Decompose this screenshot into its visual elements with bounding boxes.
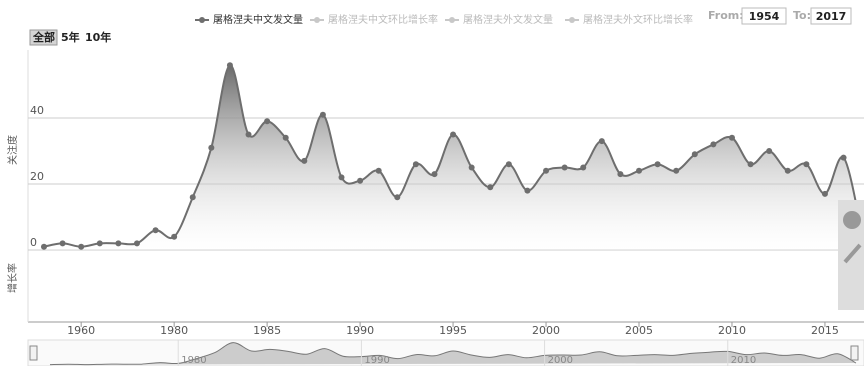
x-tick-label: 2005 bbox=[625, 324, 653, 337]
data-point bbox=[747, 161, 754, 168]
from-value[interactable]: 1954 bbox=[749, 10, 780, 23]
help-icon[interactable] bbox=[843, 211, 861, 229]
data-point bbox=[784, 167, 791, 174]
data-point bbox=[189, 194, 196, 201]
y-tick-label: 20 bbox=[30, 170, 44, 183]
x-tick-label: 1980 bbox=[160, 324, 188, 337]
navigator-handle[interactable] bbox=[850, 345, 859, 361]
data-point bbox=[840, 154, 847, 161]
data-point bbox=[598, 138, 605, 145]
data-point bbox=[264, 118, 271, 125]
area-fill bbox=[43, 65, 863, 250]
data-point bbox=[245, 131, 252, 138]
data-point bbox=[543, 167, 550, 174]
range-button[interactable]: 10年 bbox=[85, 30, 111, 44]
data-point bbox=[226, 62, 233, 69]
data-point bbox=[524, 187, 531, 194]
data-point bbox=[803, 161, 810, 168]
data-point bbox=[450, 131, 457, 138]
navigator-handle[interactable] bbox=[29, 345, 38, 361]
data-point bbox=[691, 151, 698, 158]
data-point bbox=[208, 144, 215, 151]
data-point bbox=[505, 161, 512, 168]
legend-label[interactable]: 屠格涅夫外文发文量 bbox=[463, 13, 553, 26]
data-point bbox=[636, 167, 643, 174]
navigator-tick-label: 1990 bbox=[364, 355, 389, 366]
data-point bbox=[59, 240, 66, 247]
x-tick-label: 1995 bbox=[439, 324, 467, 337]
data-point bbox=[115, 240, 122, 247]
data-point bbox=[561, 164, 568, 171]
x-tick-label: 1960 bbox=[67, 324, 95, 337]
to-input[interactable] bbox=[810, 7, 852, 25]
data-point bbox=[580, 164, 587, 171]
from-input[interactable] bbox=[741, 7, 787, 25]
data-point bbox=[487, 184, 494, 191]
navigator-tick-label: 1980 bbox=[181, 355, 206, 366]
data-point bbox=[617, 171, 624, 178]
data-point bbox=[282, 134, 289, 141]
x-tick-label: 1990 bbox=[346, 324, 374, 337]
legend-symbol bbox=[314, 17, 320, 23]
x-tick-label: 1985 bbox=[253, 324, 281, 337]
x-tick-label: 2010 bbox=[718, 324, 746, 337]
from-label: From: bbox=[708, 9, 744, 22]
to-value[interactable]: 2017 bbox=[816, 10, 847, 23]
data-point bbox=[338, 174, 345, 181]
range-button[interactable]: 全部 bbox=[32, 30, 55, 44]
data-point bbox=[319, 111, 326, 118]
data-point bbox=[821, 190, 828, 197]
x-tick-label: 2000 bbox=[532, 324, 560, 337]
to-label: To: bbox=[793, 9, 811, 22]
y-axis-title: 关注度 bbox=[6, 135, 19, 165]
data-point bbox=[78, 243, 85, 250]
legend-label[interactable]: 屠格涅夫中文环比增长率 bbox=[328, 13, 438, 26]
y-tick-label: 0 bbox=[30, 236, 37, 249]
data-point bbox=[301, 157, 308, 164]
range-button[interactable]: 5年 bbox=[61, 30, 80, 44]
data-point bbox=[171, 233, 178, 240]
data-point bbox=[766, 148, 773, 154]
range-button-bg[interactable] bbox=[29, 29, 58, 46]
data-point bbox=[375, 167, 382, 174]
data-point bbox=[394, 194, 401, 201]
legend-label[interactable]: 屠格涅夫外文环比增长率 bbox=[583, 13, 693, 26]
y2-axis-title: 增长率 bbox=[6, 263, 19, 293]
data-point bbox=[728, 134, 735, 141]
legend-symbol bbox=[449, 17, 455, 23]
legend-symbol bbox=[199, 17, 205, 23]
data-point bbox=[468, 164, 475, 171]
edit-icon[interactable] bbox=[843, 243, 862, 264]
data-point bbox=[40, 243, 47, 250]
legend-label[interactable]: 屠格涅夫中文发文量 bbox=[213, 13, 303, 26]
data-point bbox=[133, 240, 140, 247]
navigator-line bbox=[49, 342, 857, 366]
data-point bbox=[673, 167, 680, 174]
navigator-tick-label: 2010 bbox=[731, 355, 756, 366]
data-point bbox=[357, 177, 364, 184]
data-point bbox=[710, 141, 717, 148]
data-point bbox=[96, 240, 103, 247]
data-point bbox=[654, 161, 661, 168]
data-point bbox=[431, 171, 438, 178]
legend-symbol bbox=[569, 17, 575, 23]
navigator-tick-label: 2000 bbox=[548, 355, 573, 366]
x-tick-label: 2015 bbox=[811, 324, 839, 337]
data-point bbox=[152, 227, 159, 234]
data-point bbox=[412, 161, 419, 168]
y-tick-label: 40 bbox=[30, 104, 44, 117]
